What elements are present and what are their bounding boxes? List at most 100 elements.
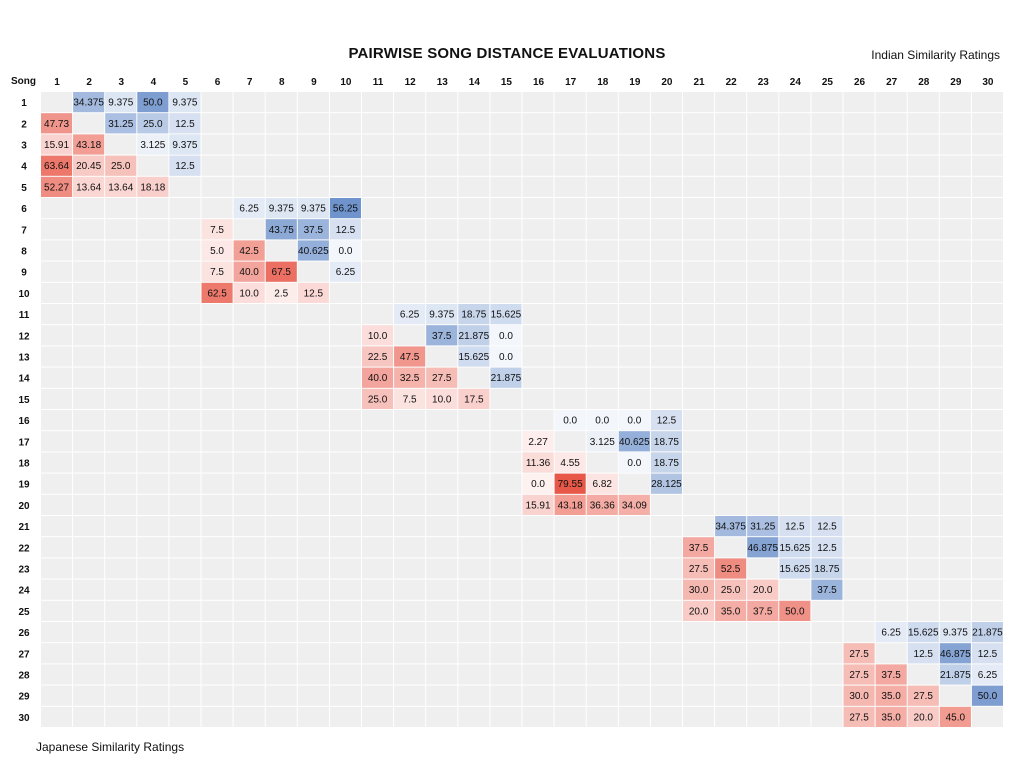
empty-cell [811, 261, 843, 282]
empty-cell [522, 176, 554, 197]
empty-cell [971, 431, 1003, 452]
lower-cell [747, 579, 779, 600]
empty-cell [971, 388, 1003, 409]
empty-cell [843, 219, 875, 240]
empty-cell [329, 346, 361, 367]
empty-cell [233, 155, 265, 176]
column-header: 4 [151, 77, 157, 88]
empty-cell [265, 134, 297, 155]
empty-cell [618, 219, 650, 240]
empty-cell [522, 155, 554, 176]
empty-cell [426, 240, 458, 261]
empty-cell [426, 600, 458, 621]
empty-cell [233, 431, 265, 452]
lower-cell [394, 367, 426, 388]
lower-cell [715, 558, 747, 579]
empty-cell [137, 643, 169, 664]
empty-cell [747, 134, 779, 155]
empty-cell [41, 643, 73, 664]
empty-cell [169, 431, 201, 452]
empty-cell [362, 622, 394, 643]
empty-cell [811, 431, 843, 452]
empty-cell [169, 198, 201, 219]
upper-cell-label: 37.5 [817, 585, 837, 596]
upper-cell-label: 9.375 [429, 310, 454, 321]
empty-cell [265, 579, 297, 600]
row-header: 17 [18, 437, 30, 448]
empty-cell [201, 325, 233, 346]
lower-cell-label: 36.36 [590, 500, 615, 511]
empty-cell [907, 600, 939, 621]
empty-cell [747, 410, 779, 431]
empty-cell [329, 706, 361, 727]
empty-cell [522, 282, 554, 303]
upper-triangle-label: Indian Similarity Ratings [871, 48, 1000, 62]
empty-cell [362, 494, 394, 515]
empty-cell [939, 176, 971, 197]
empty-cell [362, 92, 394, 113]
empty-cell [362, 155, 394, 176]
lower-cell [201, 240, 233, 261]
empty-cell [201, 579, 233, 600]
lower-cell [554, 473, 586, 494]
upper-cell-label: 37.5 [304, 225, 324, 236]
empty-cell [618, 367, 650, 388]
empty-cell [329, 113, 361, 134]
column-header: 24 [790, 77, 802, 88]
empty-cell [201, 558, 233, 579]
empty-cell [458, 664, 490, 685]
empty-cell [618, 134, 650, 155]
empty-cell [73, 706, 105, 727]
row-header: 16 [18, 416, 30, 427]
empty-cell [169, 622, 201, 643]
empty-cell [618, 92, 650, 113]
upper-cell-label: 12.5 [175, 161, 195, 172]
empty-cell [426, 219, 458, 240]
empty-cell [683, 92, 715, 113]
empty-cell [554, 155, 586, 176]
empty-cell [105, 346, 137, 367]
empty-cell [394, 537, 426, 558]
empty-cell [41, 198, 73, 219]
empty-cell [907, 431, 939, 452]
empty-cell [875, 176, 907, 197]
empty-cell [329, 558, 361, 579]
lower-cell [105, 155, 137, 176]
empty-cell [490, 600, 522, 621]
empty-cell [747, 240, 779, 261]
empty-cell [41, 537, 73, 558]
empty-cell [169, 473, 201, 494]
upper-cell-label: 56.25 [333, 204, 358, 215]
empty-cell [715, 240, 747, 261]
empty-cell [907, 388, 939, 409]
lower-cell [265, 282, 297, 303]
empty-cell [522, 346, 554, 367]
lower-cell-label: 10.0 [239, 288, 259, 299]
empty-cell [426, 664, 458, 685]
empty-cell [554, 431, 586, 452]
empty-cell [907, 240, 939, 261]
empty-cell [41, 92, 73, 113]
empty-cell [618, 558, 650, 579]
upper-cell [105, 113, 137, 134]
empty-cell [939, 282, 971, 303]
empty-cell [971, 516, 1003, 537]
empty-cell [618, 282, 650, 303]
empty-cell [490, 537, 522, 558]
row-header: 26 [18, 628, 30, 639]
empty-cell [137, 622, 169, 643]
empty-cell [715, 664, 747, 685]
empty-cell [137, 537, 169, 558]
empty-cell [297, 494, 329, 515]
empty-cell [779, 198, 811, 219]
empty-cell [650, 579, 682, 600]
empty-cell [971, 600, 1003, 621]
empty-cell [362, 516, 394, 537]
empty-cell [137, 558, 169, 579]
empty-cell [362, 304, 394, 325]
upper-cell [907, 643, 939, 664]
lower-cell-label: 10.0 [432, 394, 452, 405]
empty-cell [490, 92, 522, 113]
empty-cell [747, 282, 779, 303]
empty-cell [843, 452, 875, 473]
